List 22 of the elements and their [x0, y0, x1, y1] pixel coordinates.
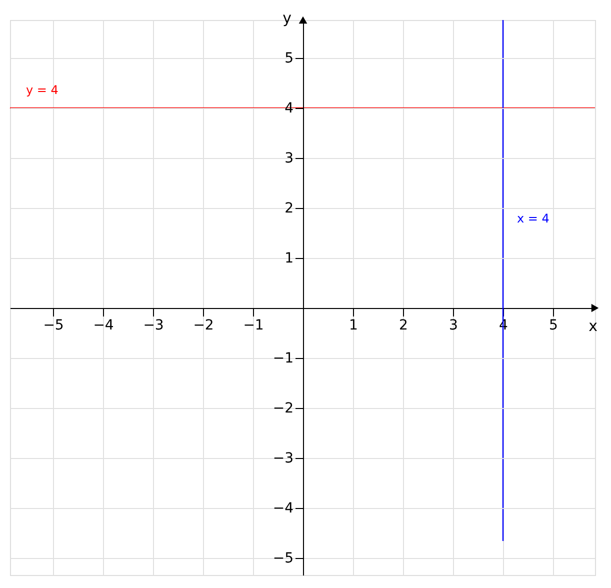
x-tick-label: 1 — [349, 318, 358, 334]
x-tick-label: −3 — [143, 318, 164, 334]
y-tick-label: 5 — [284, 50, 294, 66]
y-tick-label: −2 — [272, 400, 294, 416]
x-tick-label: −2 — [193, 318, 214, 334]
series-label: x = 4 — [517, 212, 550, 226]
y-tick-label: −5 — [272, 550, 294, 566]
x-tick-label: −4 — [93, 318, 114, 334]
y-tick-label: −1 — [272, 350, 294, 366]
x-tick-label: 3 — [449, 318, 458, 334]
x-tick-label: 5 — [549, 318, 558, 334]
y-tick-label: 2 — [284, 200, 294, 216]
series-label: y = 4 — [26, 83, 58, 97]
y-tick-label: 1 — [284, 250, 294, 266]
y-axis-title: y — [282, 9, 292, 27]
y-tick-label: −3 — [272, 450, 294, 466]
x-axis-title: x — [588, 317, 598, 335]
x-tick-label: −5 — [43, 318, 64, 334]
x-tick-label: 2 — [399, 318, 408, 334]
y-tick-label: −4 — [272, 500, 294, 516]
x-tick-label: −1 — [243, 318, 264, 334]
y-tick-label: 3 — [284, 150, 294, 166]
